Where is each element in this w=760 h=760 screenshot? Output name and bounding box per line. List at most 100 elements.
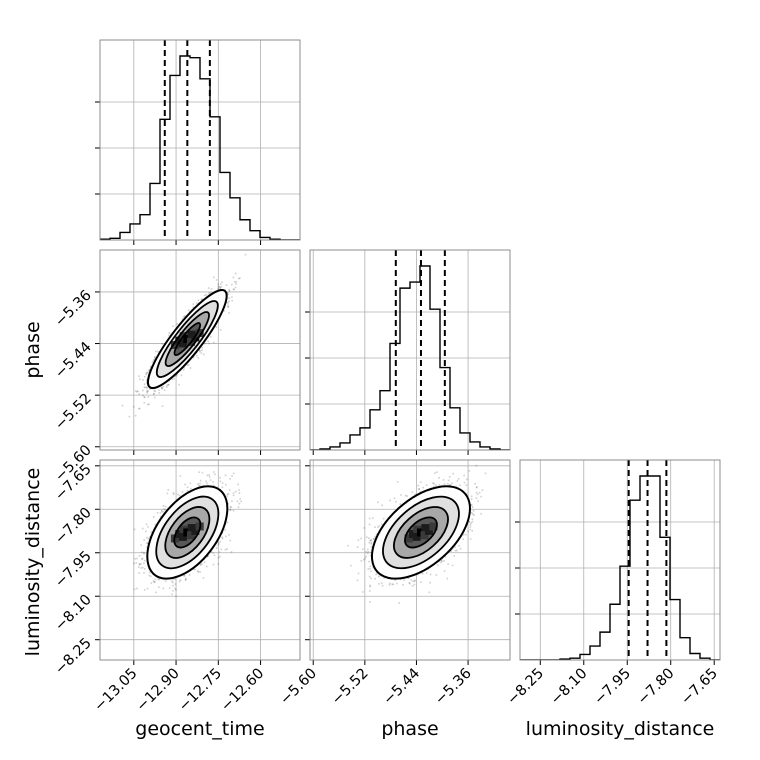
scatter-point xyxy=(167,383,170,386)
scatter-point xyxy=(152,580,155,582)
scatter-point xyxy=(192,306,195,309)
scatter-point xyxy=(197,357,199,359)
panel-hist-phase xyxy=(309,249,511,451)
scatter-point xyxy=(192,303,195,306)
scatter-point xyxy=(233,288,235,291)
scatter-point xyxy=(148,368,151,371)
scatter-point xyxy=(235,281,238,283)
scatter-point xyxy=(146,386,148,388)
scatter-point xyxy=(220,285,223,288)
scatter-point xyxy=(151,361,154,363)
scatter-point xyxy=(157,350,159,353)
scatter-point xyxy=(209,291,212,294)
scatter-point xyxy=(217,541,219,544)
scatter-point xyxy=(162,511,165,513)
scatter-point xyxy=(196,354,198,357)
scatter-point xyxy=(208,342,211,345)
scatter-point xyxy=(147,537,150,540)
scatter-point xyxy=(149,575,152,578)
scatter-point xyxy=(200,298,203,300)
scatter-point xyxy=(217,544,220,546)
scatter-point xyxy=(215,279,218,281)
scatter-point xyxy=(217,283,219,285)
scatter-point xyxy=(212,563,215,566)
scatter-point xyxy=(201,349,203,352)
scatter-point xyxy=(209,335,212,338)
scatter-point xyxy=(208,292,211,294)
scatter-point xyxy=(161,387,164,390)
scatter-point xyxy=(234,272,237,275)
scatter-point xyxy=(142,389,144,392)
scatter-point xyxy=(136,390,138,393)
scatter-point xyxy=(203,294,206,297)
scatter-point xyxy=(174,375,176,377)
scatter-point xyxy=(162,385,165,388)
scatter-point xyxy=(137,390,139,393)
scatter-point xyxy=(183,574,185,577)
scatter-point xyxy=(201,346,203,349)
scatter-point xyxy=(155,350,157,353)
scatter-point xyxy=(171,378,174,381)
scatter-point xyxy=(244,253,247,256)
scatter-point xyxy=(138,555,141,557)
scatter-point xyxy=(214,473,216,476)
scatter-point xyxy=(182,368,185,371)
scatter-point xyxy=(228,297,230,299)
scatter-point xyxy=(158,392,161,394)
scatter-point xyxy=(175,374,178,377)
scatter-point xyxy=(121,404,124,407)
scatter-point xyxy=(146,390,148,393)
scatter-point xyxy=(164,580,167,583)
scatter-point xyxy=(138,563,141,566)
scatter-point xyxy=(168,334,170,337)
scatter-point xyxy=(143,396,146,398)
scatter-point xyxy=(149,388,151,390)
scatter-point xyxy=(190,487,192,490)
scatter-point xyxy=(218,285,220,288)
scatter-point xyxy=(199,482,201,485)
scatter-point xyxy=(153,357,156,359)
scatter-point xyxy=(192,356,195,359)
scatter-point xyxy=(143,401,146,404)
scatter-point xyxy=(138,393,141,395)
scatter-point xyxy=(147,396,150,398)
scatter-point xyxy=(135,390,137,392)
scatter-point xyxy=(228,289,231,292)
scatter-point xyxy=(147,390,149,393)
scatter-point xyxy=(154,356,156,358)
scatter-point xyxy=(161,386,163,389)
scatter-point xyxy=(158,389,160,391)
scatter-point xyxy=(143,375,146,378)
scatter-point xyxy=(180,374,183,377)
scatter-point xyxy=(217,285,220,288)
scatter-point xyxy=(145,523,148,526)
scatter-point xyxy=(137,407,140,410)
scatter-point xyxy=(168,332,170,334)
scatter-point xyxy=(187,309,190,311)
scatter-point xyxy=(160,387,163,389)
scatter-point xyxy=(145,530,147,533)
scatter-point xyxy=(158,586,160,588)
scatter-point xyxy=(224,548,227,551)
scatter-point xyxy=(152,359,155,362)
scatter-point xyxy=(231,296,233,298)
scatter-point xyxy=(158,578,161,581)
scatter-point xyxy=(146,372,149,374)
scatter-point xyxy=(219,555,221,558)
scatter-point xyxy=(145,373,148,376)
scatter-point xyxy=(134,414,137,417)
scatter-point xyxy=(184,483,186,486)
scatter-point xyxy=(153,389,156,392)
scatter-point xyxy=(219,287,221,289)
scatter-point xyxy=(219,329,222,331)
scatter-point xyxy=(132,405,135,408)
scatter-point xyxy=(146,382,148,384)
scatter-point xyxy=(169,333,172,336)
scatter-point xyxy=(143,589,146,591)
scatter-point xyxy=(228,289,231,291)
scatter-point xyxy=(153,392,155,395)
scatter-point xyxy=(208,293,210,295)
scatter-point xyxy=(166,384,168,387)
scatter-point xyxy=(177,493,179,496)
